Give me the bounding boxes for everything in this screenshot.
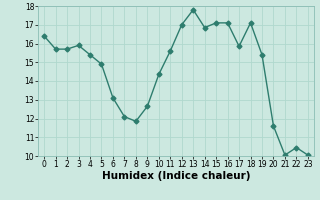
- X-axis label: Humidex (Indice chaleur): Humidex (Indice chaleur): [102, 171, 250, 181]
